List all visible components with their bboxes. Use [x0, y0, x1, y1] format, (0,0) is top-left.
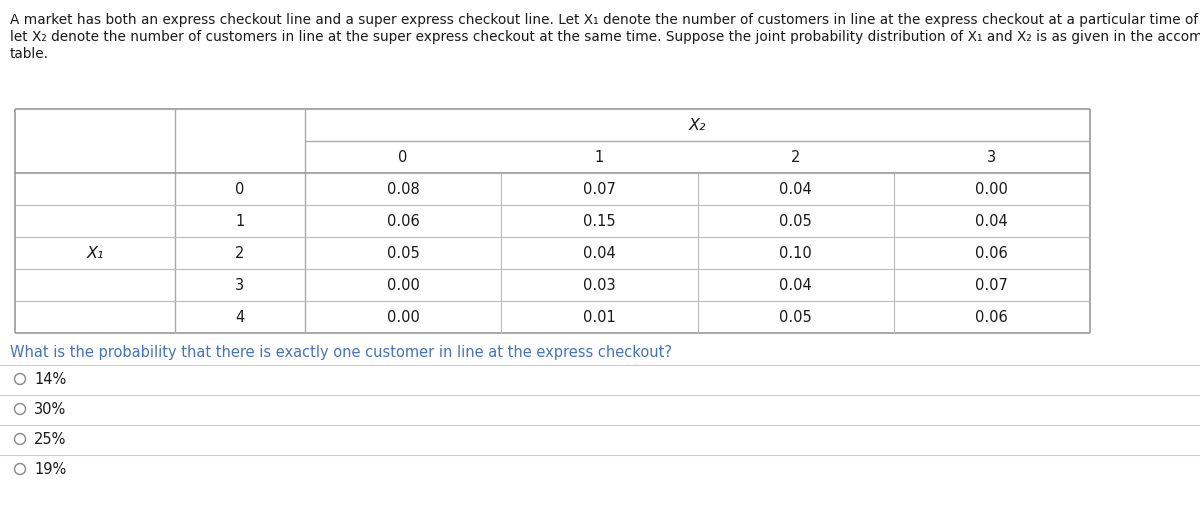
Text: 25%: 25%: [34, 432, 66, 446]
Circle shape: [14, 373, 25, 385]
Text: 3: 3: [235, 278, 245, 293]
Text: 0.06: 0.06: [976, 309, 1008, 324]
Text: 2: 2: [791, 150, 800, 165]
Text: 0.00: 0.00: [386, 309, 420, 324]
Text: What is the probability that there is exactly one customer in line at the expres: What is the probability that there is ex…: [10, 345, 672, 360]
Text: 0.04: 0.04: [976, 214, 1008, 229]
Text: 1: 1: [235, 214, 245, 229]
Text: A market has both an express checkout line and a super express checkout line. Le: A market has both an express checkout li…: [10, 13, 1200, 27]
Text: X₁: X₁: [86, 245, 103, 260]
Text: let X₂ denote the number of customers in line at the super express checkout at t: let X₂ denote the number of customers in…: [10, 30, 1200, 44]
Text: 0.15: 0.15: [583, 214, 616, 229]
Text: 0.05: 0.05: [779, 309, 812, 324]
Text: X₂: X₂: [689, 117, 706, 132]
Text: 14%: 14%: [34, 371, 66, 387]
Text: 2: 2: [235, 245, 245, 260]
Text: 0.04: 0.04: [779, 278, 812, 293]
Text: 0.00: 0.00: [386, 278, 420, 293]
Text: 3: 3: [988, 150, 996, 165]
Text: 0.03: 0.03: [583, 278, 616, 293]
Text: 0.10: 0.10: [779, 245, 812, 260]
Text: 0.06: 0.06: [976, 245, 1008, 260]
Text: 0.07: 0.07: [583, 181, 616, 196]
Text: 30%: 30%: [34, 402, 66, 416]
Circle shape: [14, 433, 25, 444]
Text: 0.04: 0.04: [583, 245, 616, 260]
Text: 0.05: 0.05: [386, 245, 420, 260]
Text: 1: 1: [595, 150, 604, 165]
Text: 19%: 19%: [34, 461, 66, 477]
Text: 0.01: 0.01: [583, 309, 616, 324]
Text: 4: 4: [235, 309, 245, 324]
Text: 0.07: 0.07: [976, 278, 1008, 293]
Text: 0: 0: [398, 150, 408, 165]
Text: 0.00: 0.00: [976, 181, 1008, 196]
Text: table.: table.: [10, 47, 49, 61]
Text: 0.04: 0.04: [779, 181, 812, 196]
Circle shape: [14, 404, 25, 415]
Text: 0.05: 0.05: [779, 214, 812, 229]
Text: 0: 0: [235, 181, 245, 196]
Circle shape: [14, 463, 25, 475]
Text: 0.08: 0.08: [386, 181, 420, 196]
Text: 0.06: 0.06: [386, 214, 420, 229]
